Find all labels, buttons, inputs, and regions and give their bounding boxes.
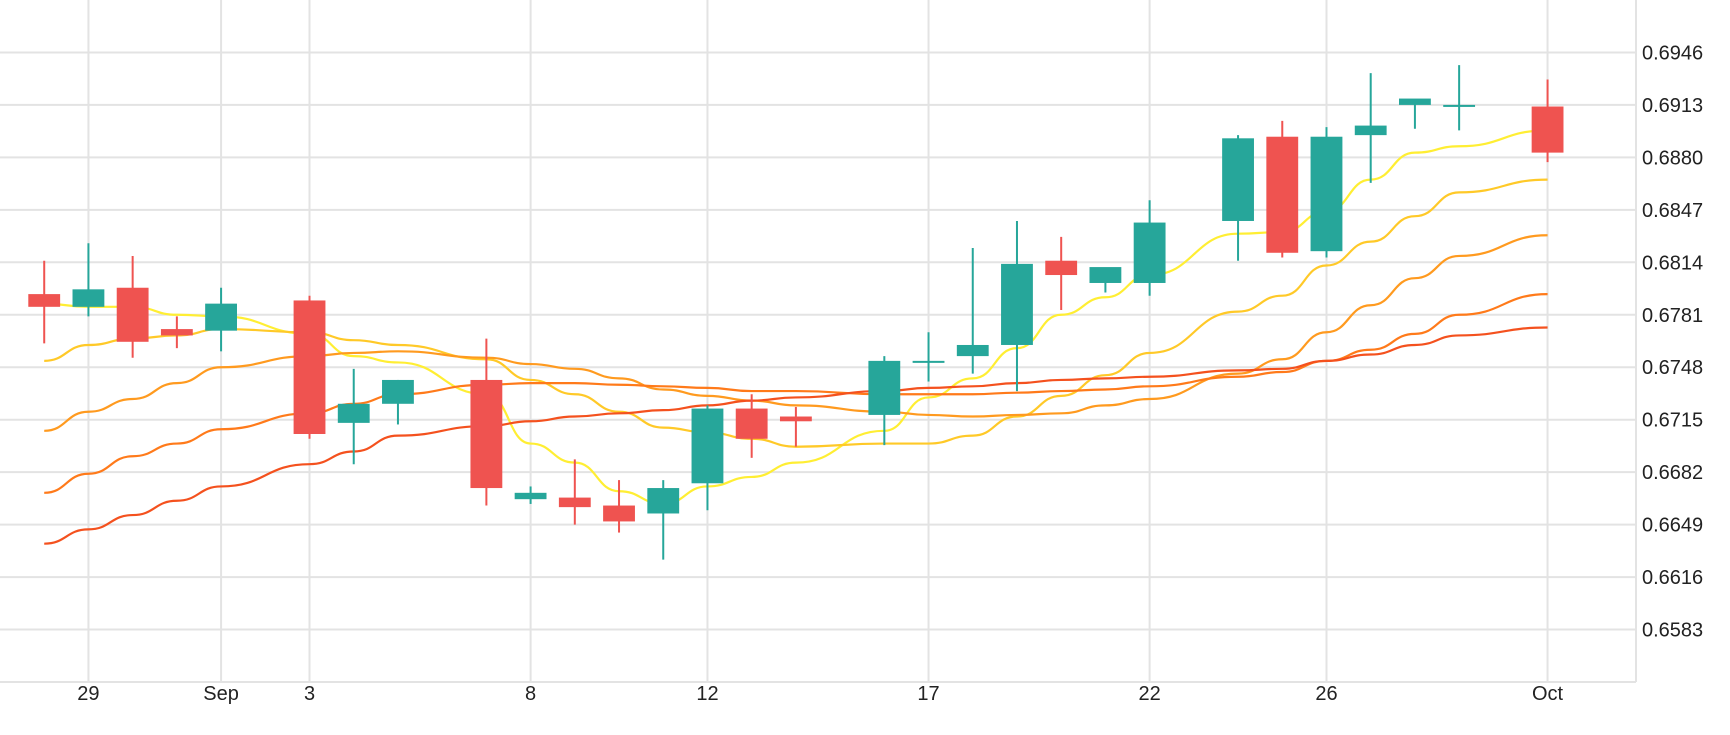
x-tick-label: 26 bbox=[1315, 683, 1337, 705]
candle bbox=[735, 394, 768, 458]
y-tick-label: 0.6880 bbox=[1642, 147, 1703, 169]
candle-body bbox=[735, 408, 768, 439]
candle bbox=[647, 480, 680, 560]
candle-body bbox=[205, 303, 237, 331]
candle bbox=[1133, 200, 1166, 296]
candle bbox=[558, 459, 591, 525]
y-tick-label: 0.6946 bbox=[1642, 42, 1703, 64]
candle-body bbox=[514, 492, 547, 500]
candle-body bbox=[1133, 222, 1166, 283]
candle bbox=[956, 248, 989, 374]
grid bbox=[0, 0, 1637, 683]
candle-body bbox=[1354, 125, 1387, 136]
candle bbox=[1354, 73, 1387, 183]
candle bbox=[514, 486, 547, 504]
candle-body bbox=[160, 329, 193, 336]
x-tick-label: Oct bbox=[1532, 683, 1564, 705]
y-tick-label: 0.6748 bbox=[1642, 357, 1703, 379]
candle-body bbox=[1443, 104, 1476, 107]
candle bbox=[1531, 79, 1564, 163]
x-tick-label: 17 bbox=[917, 683, 939, 705]
candle-body bbox=[337, 403, 370, 423]
candle bbox=[293, 295, 326, 439]
candle bbox=[28, 260, 61, 344]
candle bbox=[160, 316, 193, 349]
candle bbox=[470, 338, 503, 506]
candle bbox=[116, 255, 149, 358]
y-axis: 0.6946 0.6913 0.6880 0.6847 0.6814 0.6781 0.67… bbox=[1642, 42, 1703, 641]
candle bbox=[382, 379, 414, 425]
candle-body bbox=[868, 360, 901, 415]
candle-body bbox=[779, 416, 812, 422]
candle bbox=[1443, 65, 1476, 131]
y-tick-label: 0.6583 bbox=[1642, 620, 1703, 642]
ma-line-4 bbox=[44, 293, 1548, 494]
candle-body bbox=[1001, 263, 1033, 345]
x-axis: 29 Sep 3 8 12 17 22 26 Oct bbox=[77, 683, 1563, 705]
candle-body bbox=[1266, 136, 1299, 253]
candle-body bbox=[72, 289, 105, 307]
y-tick-label: 0.6682 bbox=[1642, 462, 1703, 484]
candle-body bbox=[293, 300, 326, 434]
candle bbox=[1399, 98, 1431, 129]
candle bbox=[205, 287, 237, 352]
candle bbox=[1310, 127, 1343, 258]
candle bbox=[691, 405, 724, 511]
candle-body bbox=[647, 488, 680, 514]
candle-body bbox=[1045, 260, 1078, 276]
candle-body bbox=[912, 360, 945, 363]
y-tick-label: 0.6715 bbox=[1642, 410, 1703, 432]
candle-body bbox=[1399, 98, 1431, 105]
candle-body bbox=[1310, 136, 1343, 252]
candle bbox=[1001, 220, 1033, 392]
y-tick-label: 0.6814 bbox=[1642, 252, 1703, 274]
candle bbox=[337, 368, 370, 465]
y-tick-label: 0.6649 bbox=[1642, 515, 1703, 537]
candle-body bbox=[1531, 106, 1564, 153]
ma-line-3 bbox=[44, 234, 1548, 432]
candle-body bbox=[691, 408, 724, 484]
x-tick-label: 29 bbox=[77, 683, 99, 705]
x-tick-label: Sep bbox=[203, 683, 239, 705]
candle bbox=[1089, 267, 1122, 293]
candle-body bbox=[1222, 138, 1254, 221]
y-tick-label: 0.6781 bbox=[1642, 305, 1703, 327]
candle-body bbox=[603, 505, 635, 522]
x-tick-label: 22 bbox=[1138, 683, 1160, 705]
candle bbox=[1045, 236, 1078, 310]
candle bbox=[1266, 120, 1299, 258]
candle bbox=[72, 243, 105, 317]
x-tick-label: 3 bbox=[304, 683, 315, 705]
candle-body bbox=[28, 294, 61, 307]
ma-line-5 bbox=[44, 326, 1548, 545]
candle-body bbox=[558, 497, 591, 508]
candle bbox=[868, 356, 901, 446]
candles bbox=[28, 65, 1564, 560]
y-tick-label: 0.6847 bbox=[1642, 200, 1703, 222]
candle bbox=[912, 332, 945, 382]
candle-body bbox=[470, 379, 503, 489]
candle bbox=[1222, 135, 1254, 261]
x-tick-label: 8 bbox=[525, 683, 536, 705]
candle-body bbox=[382, 379, 414, 404]
x-tick-label: 12 bbox=[696, 683, 718, 705]
candle-body bbox=[1089, 267, 1122, 283]
candle bbox=[603, 480, 635, 533]
y-tick-label: 0.6616 bbox=[1642, 567, 1703, 589]
candle bbox=[779, 406, 812, 447]
y-tick-label: 0.6913 bbox=[1642, 95, 1703, 117]
candle-body bbox=[956, 344, 989, 357]
candle-body bbox=[116, 287, 149, 342]
